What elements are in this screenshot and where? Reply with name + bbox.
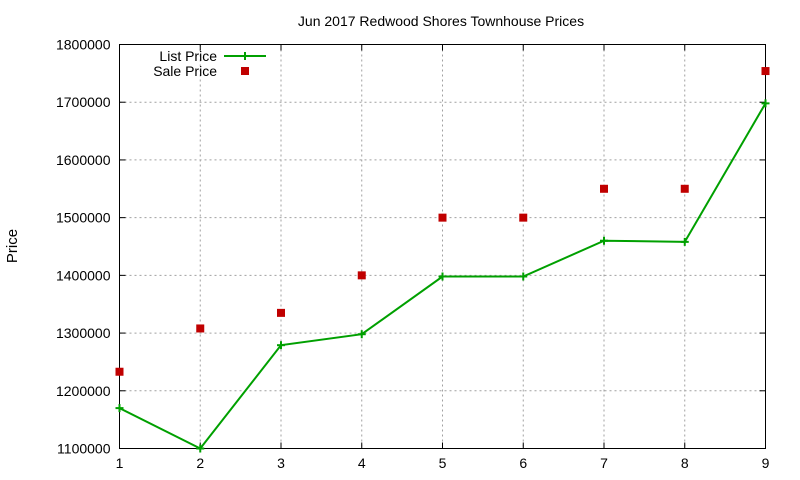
y-axis-label: Price — [4, 229, 21, 263]
legend-label: Sale Price — [153, 63, 217, 79]
grid — [119, 44, 766, 449]
sale-price-point — [357, 271, 366, 280]
x-tick-label: 4 — [358, 455, 366, 471]
list-price-point — [519, 272, 528, 281]
legend-plus-marker — [241, 52, 249, 60]
legend-square-marker — [241, 67, 249, 75]
y-tick-label: 1200000 — [56, 383, 111, 399]
x-tick-label: 2 — [196, 455, 204, 471]
list-price-point — [761, 99, 770, 108]
y-tick-label: 1400000 — [56, 267, 111, 283]
x-tick-label: 9 — [762, 455, 770, 471]
sale-price-point — [438, 213, 447, 222]
y-tick-label: 1700000 — [56, 94, 111, 110]
axis-ticks: 1100000 1200000 1300000 1400000 1500000 16000… — [56, 37, 770, 472]
sale-price-point — [761, 67, 770, 76]
sale-price-point — [277, 308, 285, 317]
sale-price-point — [600, 184, 608, 193]
list-price-point — [115, 404, 124, 413]
y-tick-label: 1500000 — [56, 210, 111, 226]
list-price-point — [600, 236, 608, 245]
list-price-point — [357, 330, 366, 339]
plot-series — [115, 67, 770, 453]
x-tick-label: 8 — [681, 455, 689, 471]
sale-price-point — [519, 213, 528, 222]
sale-price-point — [680, 184, 689, 193]
sale-price-point — [115, 367, 124, 376]
y-tick-label: 1800000 — [56, 37, 111, 53]
y-tick-label: 1300000 — [56, 325, 111, 341]
x-tick-label: 1 — [116, 455, 124, 471]
list-price-point — [680, 237, 689, 246]
sale-price-point — [196, 324, 205, 333]
series-sale-price — [115, 67, 770, 376]
y-tick-label: 1600000 — [56, 152, 111, 168]
chart-title: Jun 2017 Redwood Shores Townhouse Prices — [298, 13, 584, 29]
list-price-point — [196, 444, 205, 453]
x-tick-label: 5 — [439, 455, 447, 471]
legend-label: List Price — [159, 48, 217, 64]
list-price-point — [438, 272, 447, 281]
y-tick-label: 1100000 — [57, 441, 111, 457]
x-tick-label: 6 — [519, 455, 527, 471]
list-price-point — [277, 341, 285, 350]
series-list-price — [115, 99, 770, 453]
x-tick-label: 3 — [277, 455, 285, 471]
x-tick-label: 7 — [600, 455, 608, 471]
